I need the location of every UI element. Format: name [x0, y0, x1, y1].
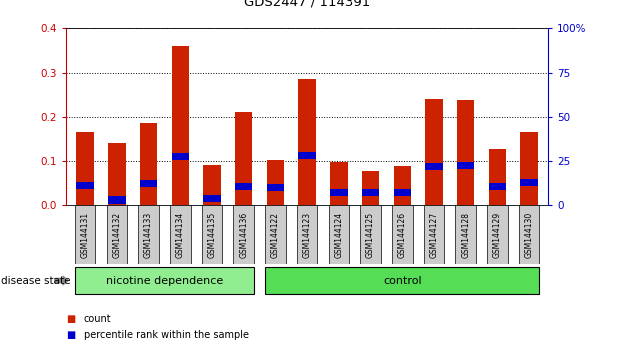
Text: GSM144126: GSM144126	[398, 211, 407, 258]
Bar	[76, 132, 94, 205]
Bar	[202, 205, 222, 264]
Bar	[392, 205, 413, 264]
Bar	[457, 162, 474, 169]
Bar	[265, 267, 539, 294]
Bar	[140, 124, 158, 205]
Bar	[265, 205, 286, 264]
Bar	[171, 46, 189, 205]
Text: percentile rank within the sample: percentile rank within the sample	[84, 330, 249, 339]
Text: GSM144123: GSM144123	[302, 211, 312, 258]
Text: GDS2447 / 114391: GDS2447 / 114391	[244, 0, 370, 9]
Bar	[297, 205, 318, 264]
Bar	[108, 143, 125, 205]
Text: GSM144132: GSM144132	[112, 211, 122, 258]
Text: GSM144133: GSM144133	[144, 211, 153, 258]
Bar	[330, 162, 348, 205]
Text: GSM144134: GSM144134	[176, 211, 185, 258]
Text: ■: ■	[66, 314, 76, 324]
Bar	[518, 205, 539, 264]
Text: GSM144135: GSM144135	[207, 211, 217, 258]
Text: GSM144125: GSM144125	[366, 211, 375, 258]
Bar	[328, 205, 349, 264]
Text: control: control	[383, 275, 421, 286]
Bar	[489, 183, 506, 190]
Text: GSM144136: GSM144136	[239, 211, 248, 258]
Bar	[362, 171, 379, 205]
Bar	[394, 189, 411, 196]
Bar	[171, 153, 189, 160]
Bar	[203, 166, 220, 205]
Text: GSM144124: GSM144124	[335, 211, 343, 258]
Text: GSM144127: GSM144127	[430, 211, 438, 258]
Bar	[233, 205, 254, 264]
Bar	[75, 267, 254, 294]
Bar	[299, 79, 316, 205]
Bar	[330, 189, 348, 196]
Bar	[457, 101, 474, 205]
Bar	[487, 205, 508, 264]
Bar	[266, 160, 284, 205]
Text: disease state: disease state	[1, 275, 71, 286]
Bar	[394, 166, 411, 205]
Text: GSM144131: GSM144131	[81, 211, 89, 258]
Bar	[423, 205, 444, 264]
Text: GSM144130: GSM144130	[525, 211, 534, 258]
Bar	[108, 196, 125, 204]
Bar	[106, 205, 127, 264]
Bar	[203, 195, 220, 202]
Bar	[425, 99, 443, 205]
Bar	[170, 205, 191, 264]
Bar	[520, 132, 538, 205]
Bar	[455, 205, 476, 264]
Bar	[75, 205, 96, 264]
Text: ■: ■	[66, 330, 76, 339]
Text: nicotine dependence: nicotine dependence	[106, 275, 223, 286]
Bar	[76, 182, 94, 189]
Bar	[138, 205, 159, 264]
Text: count: count	[84, 314, 112, 324]
Bar	[266, 184, 284, 191]
Bar	[360, 205, 381, 264]
Bar	[425, 163, 443, 170]
Bar	[235, 113, 253, 205]
Text: GSM144122: GSM144122	[271, 212, 280, 257]
Bar	[489, 149, 506, 205]
Bar	[362, 188, 379, 195]
Bar	[520, 179, 538, 186]
Bar	[140, 179, 158, 187]
Bar	[299, 152, 316, 159]
Text: GSM144129: GSM144129	[493, 211, 502, 258]
Text: GSM144128: GSM144128	[461, 212, 470, 257]
Bar	[235, 183, 253, 190]
